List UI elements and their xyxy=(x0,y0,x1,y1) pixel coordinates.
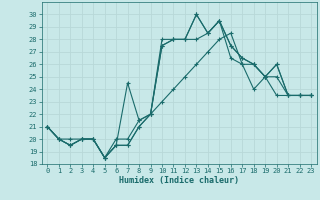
X-axis label: Humidex (Indice chaleur): Humidex (Indice chaleur) xyxy=(119,176,239,185)
